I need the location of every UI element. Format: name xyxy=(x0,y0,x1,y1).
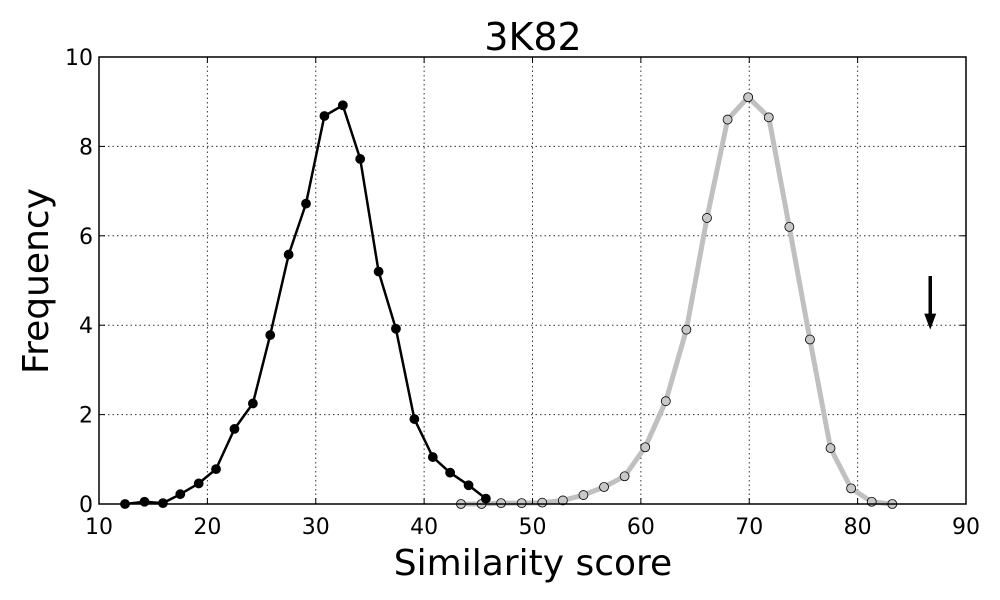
data-point xyxy=(445,467,456,478)
data-point xyxy=(743,92,754,103)
x-tick-label: 40 xyxy=(410,515,438,540)
x-tick-label: 80 xyxy=(844,515,872,540)
x-tick-label: 10 xyxy=(85,515,113,540)
data-point xyxy=(805,334,815,345)
series-layer xyxy=(120,92,898,509)
data-point xyxy=(175,489,186,500)
data-point xyxy=(640,442,651,453)
series-2 xyxy=(456,92,898,509)
data-point xyxy=(578,490,589,500)
data-point xyxy=(427,452,438,462)
data-point xyxy=(139,496,150,507)
data-point xyxy=(247,398,258,409)
data-point xyxy=(619,471,630,482)
data-point xyxy=(784,221,795,232)
x-axis: 10 20 30 40 50 60 70 80 90 xyxy=(85,57,980,540)
x-axis-title: Similarity score xyxy=(394,543,672,584)
data-point xyxy=(537,497,548,508)
data-point xyxy=(516,498,527,509)
data-point xyxy=(599,482,609,492)
y-axis-title: Frequency xyxy=(16,188,57,374)
y-tick-label: 8 xyxy=(79,135,93,160)
data-point xyxy=(283,249,294,260)
data-point xyxy=(409,414,420,424)
x-tick-label: 70 xyxy=(735,515,763,540)
data-point xyxy=(319,111,330,121)
data-point xyxy=(265,330,276,340)
data-point xyxy=(660,396,671,407)
data-point xyxy=(373,266,384,277)
data-point xyxy=(391,323,401,334)
data-point xyxy=(193,478,204,489)
y-axis: 0 2 4 6 8 10 xyxy=(65,46,966,518)
data-point xyxy=(337,100,348,111)
x-tick-label: 60 xyxy=(627,515,655,540)
data-point xyxy=(463,480,474,491)
x-tick-label: 90 xyxy=(952,515,980,540)
arrow-down-icon xyxy=(924,276,937,330)
data-point xyxy=(480,493,491,504)
data-point xyxy=(229,424,240,434)
data-point xyxy=(763,112,774,123)
data-point xyxy=(301,198,311,209)
y-tick-label: 4 xyxy=(79,314,93,339)
data-point xyxy=(846,483,857,494)
data-point xyxy=(355,154,366,164)
data-point xyxy=(681,324,692,335)
x-tick-label: 30 xyxy=(302,515,330,540)
data-point xyxy=(866,496,877,507)
y-tick-label: 6 xyxy=(79,225,93,250)
data-point xyxy=(496,498,506,509)
y-tick-label: 0 xyxy=(79,493,93,518)
series-line xyxy=(461,94,893,507)
y-tick-label: 2 xyxy=(79,404,93,429)
data-point xyxy=(825,443,836,454)
annotation-layer xyxy=(924,276,937,330)
series-1 xyxy=(120,100,491,509)
x-tick-label: 20 xyxy=(193,515,221,540)
grid xyxy=(99,57,966,504)
plot-frame xyxy=(98,56,967,505)
data-point xyxy=(211,464,221,475)
chart-title: 3K82 xyxy=(484,15,581,59)
x-tick-label: 50 xyxy=(519,515,547,540)
data-point xyxy=(722,114,733,125)
data-point xyxy=(702,213,712,223)
data-point xyxy=(158,498,168,509)
series-line xyxy=(124,104,487,506)
data-point xyxy=(557,495,568,506)
y-tick-label: 10 xyxy=(65,46,93,71)
